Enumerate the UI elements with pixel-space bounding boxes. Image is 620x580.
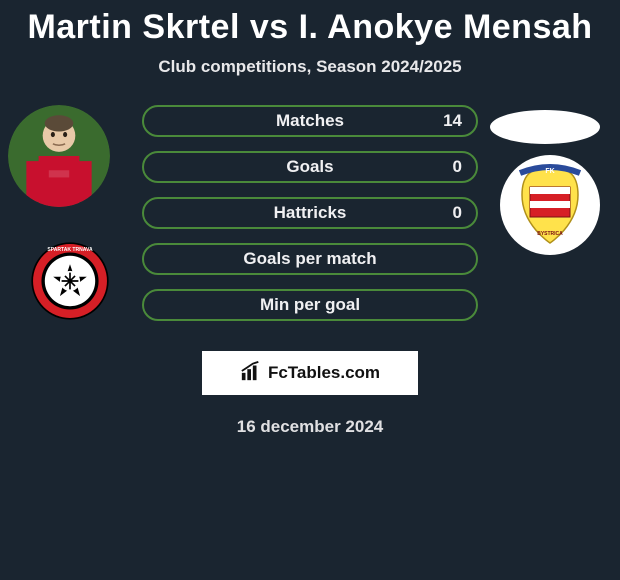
player-right-avatar-placeholder [490, 110, 600, 144]
stat-row-goals-per-match: Goals per match [142, 243, 478, 275]
stat-value-right: 14 [443, 111, 462, 131]
source-site-name: FcTables.com [268, 363, 380, 383]
svg-text:FK: FK [545, 168, 554, 175]
svg-text:BYSTRICA: BYSTRICA [537, 231, 563, 237]
stat-label: Min per goal [260, 295, 360, 315]
svg-text:SPARTAK TRNAVA: SPARTAK TRNAVA [47, 247, 93, 253]
stat-label: Hattricks [274, 203, 347, 223]
stat-row-min-per-goal: Min per goal [142, 289, 478, 321]
source-banner: FcTables.com [202, 351, 418, 395]
snapshot-date: 16 december 2024 [0, 417, 620, 437]
stat-row-goals: Goals 0 [142, 151, 478, 183]
page-subtitle: Club competitions, Season 2024/2025 [0, 57, 620, 77]
stat-value-right: 0 [453, 157, 462, 177]
stat-list: Matches 14 Goals 0 Hattricks 0 Goals per… [142, 105, 478, 321]
stat-label: Goals [286, 157, 333, 177]
bar-chart-icon [240, 360, 262, 387]
stat-label: Goals per match [243, 249, 376, 269]
player-left-avatar [8, 105, 110, 207]
stat-value-right: 0 [453, 203, 462, 223]
stat-row-hattricks: Hattricks 0 [142, 197, 478, 229]
stat-label: Matches [276, 111, 344, 131]
player-left-club-crest: SPARTAK TRNAVA [28, 239, 112, 323]
comparison-panel: SPARTAK TRNAVA FK BYSTRICA Matches 14 Go… [0, 105, 620, 437]
stat-row-matches: Matches 14 [142, 105, 478, 137]
page-title: Martin Skrtel vs I. Anokye Mensah [0, 0, 620, 47]
player-right-club-crest: FK BYSTRICA [500, 155, 600, 255]
